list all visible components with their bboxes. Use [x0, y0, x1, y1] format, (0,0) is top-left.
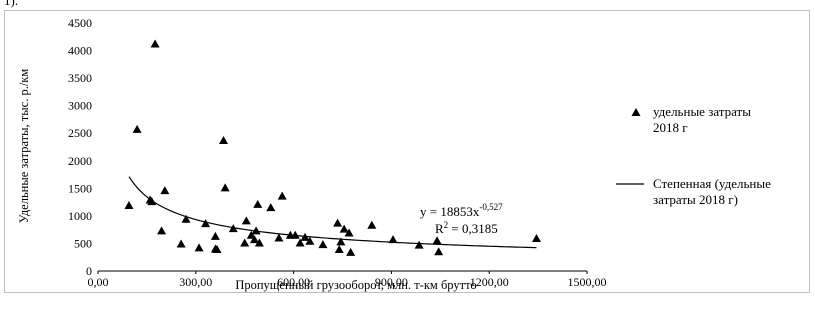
data-point-triangle	[339, 224, 349, 233]
data-point-triangle	[254, 238, 264, 247]
data-point-triangle	[181, 214, 191, 223]
y-tick-label: 4000	[68, 44, 92, 58]
data-point-triangle	[266, 203, 276, 212]
data-point-triangle	[388, 235, 398, 244]
data-point-triangle	[318, 240, 328, 249]
data-point-triangle	[300, 232, 310, 241]
x-tick-label: 0,00	[88, 275, 109, 289]
chart-frame: 0 500 1000 1500 2000 2500 3000 3500 4000 4500 0,0…	[4, 10, 810, 293]
legend-scatter-label-2: 2018 г	[653, 120, 688, 135]
data-point-triangle	[295, 238, 305, 247]
legend: удельные затраты 2018 г Степенная (удель…	[616, 104, 771, 207]
x-axis-title: Пропущенный грузооборот, млн. т-км брутт…	[235, 278, 476, 292]
data-point-triangle	[219, 135, 229, 144]
data-point-triangle	[290, 230, 300, 239]
data-point-triangle	[147, 197, 157, 206]
data-point-triangle	[241, 216, 251, 225]
page-fragment-text: 1).	[4, 0, 19, 8]
r-squared-label: R2 = 0,3185	[435, 220, 498, 236]
trend-equation-exponent: -0,527	[479, 202, 503, 212]
y-tick-label: 1000	[68, 209, 92, 223]
power-trend-line	[128, 176, 537, 249]
y-tick-label: 3500	[68, 71, 92, 85]
data-point-triangle	[210, 231, 220, 240]
r-squared-value: = 0,3185	[448, 221, 498, 236]
data-point-triangle	[531, 234, 541, 243]
x-tick-label: 600,00	[277, 275, 310, 289]
data-point-triangle	[334, 245, 344, 254]
data-point-triangle	[274, 233, 284, 242]
data-point-triangle	[212, 245, 222, 254]
y-tick-label: 0	[86, 264, 92, 278]
y-tick-label: 500	[74, 236, 92, 250]
data-point-triangle	[157, 226, 167, 235]
data-point-triangle	[251, 226, 261, 235]
legend-trend-label-2: затраты 2018 г)	[653, 192, 738, 207]
x-tick-label: 1500,00	[568, 275, 607, 289]
x-tick-label: 1200,00	[470, 275, 509, 289]
data-point-triangle	[367, 220, 377, 229]
r-squared-prefix: R	[435, 221, 444, 236]
y-tick-label: 2500	[68, 126, 92, 140]
data-point-triangle	[344, 228, 354, 237]
x-tick-label: 300,00	[179, 275, 212, 289]
legend-trend-label-1: Степенная (удельные	[653, 176, 771, 191]
data-point-triangle	[240, 238, 250, 247]
trend-equation-main: y = 18853x	[420, 204, 480, 219]
data-point-triangle	[132, 124, 142, 133]
data-points	[124, 39, 541, 256]
r-squared-sup: 2	[444, 220, 449, 230]
data-point-triangle	[160, 186, 170, 195]
legend-scatter-label-1: удельные затраты	[653, 104, 751, 119]
data-point-triangle	[253, 199, 263, 208]
data-point-triangle	[414, 240, 424, 249]
x-tick-label: 900,00	[375, 275, 408, 289]
data-point-triangle	[246, 230, 256, 239]
data-point-triangle	[228, 224, 238, 233]
data-point-triangle	[346, 247, 356, 256]
data-point-triangle	[201, 219, 211, 228]
data-point-triangle	[249, 235, 259, 244]
y-axis-title: Удельные затраты, тыс. р./км	[17, 69, 31, 224]
data-point-triangle	[333, 218, 343, 227]
y-tick-label: 2000	[68, 154, 92, 168]
y-tick-label: 4500	[68, 16, 92, 30]
data-point-triangle	[150, 39, 160, 48]
trend-equation: y = 18853x-0,527	[420, 202, 503, 219]
x-axis-ticks: 0,00 300,00 600,00 900,00 1200,00 1500,00	[88, 271, 607, 289]
data-point-triangle	[336, 237, 346, 246]
data-point-triangle	[432, 236, 442, 245]
y-tick-label: 1500	[68, 181, 92, 195]
data-point-triangle	[194, 243, 204, 252]
data-point-triangle	[434, 247, 444, 256]
y-tick-label: 3000	[68, 99, 92, 113]
data-point-triangle	[305, 236, 315, 245]
data-point-triangle	[277, 191, 287, 200]
y-axis-ticks: 0 500 1000 1500 2000 2500 3000 3500 4000 4500	[68, 16, 92, 278]
legend-triangle-marker	[631, 108, 641, 116]
data-point-triangle	[124, 200, 134, 209]
data-point-triangle	[176, 239, 186, 248]
data-point-triangle	[220, 183, 230, 192]
scatter-chart: 0 500 1000 1500 2000 2500 3000 3500 4000 4500 0,0…	[17, 16, 771, 292]
